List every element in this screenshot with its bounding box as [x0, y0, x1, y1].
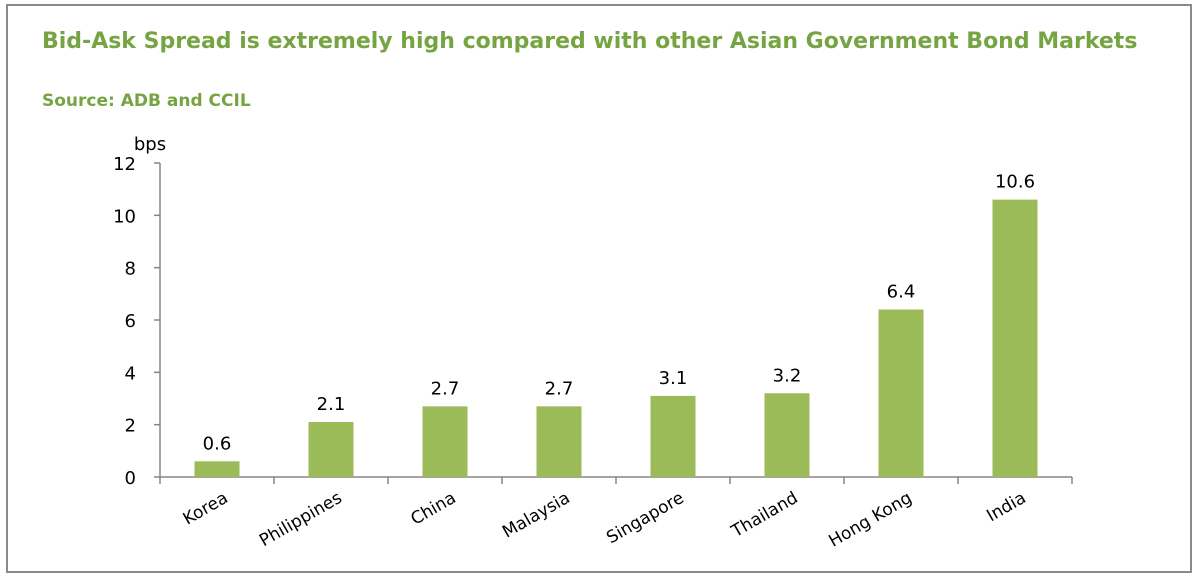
bar-philippines [308, 422, 354, 477]
data-label: 10.6 [995, 172, 1035, 193]
y-tick-label: 10 [113, 206, 136, 227]
y-tick-label: 8 [125, 259, 136, 280]
bar-singapore [650, 395, 696, 477]
y-axis-label: bps [134, 134, 166, 155]
x-tick-label: India [983, 488, 1029, 526]
data-label: 0.6 [203, 433, 232, 454]
x-tick-label: Hong Kong [825, 488, 915, 552]
y-tick-label: 2 [125, 416, 136, 437]
x-tick-label: China [407, 488, 459, 530]
bar-korea [194, 461, 240, 477]
chart-source: Source: ADB and CCIL [42, 91, 251, 111]
data-label: 2.7 [545, 378, 574, 399]
bar-hong-kong [878, 309, 924, 477]
axes: 0 2 4 6 8 10 12 [113, 154, 1073, 489]
bar-malaysia [536, 406, 582, 477]
y-tick-label: 6 [125, 311, 136, 332]
x-tick-label: Philippines [256, 488, 345, 551]
y-tick-label: 12 [113, 154, 136, 175]
x-tick-label: Thailand [727, 488, 801, 542]
y-tick-label: 0 [125, 468, 136, 489]
data-label: 2.7 [431, 378, 460, 399]
data-label: 6.4 [887, 282, 916, 303]
x-tick-label: Korea [180, 488, 232, 529]
chart-title: Bid-Ask Spread is extremely high compare… [42, 29, 1138, 54]
bar-india [992, 199, 1038, 477]
bar-china [422, 406, 468, 477]
bar-thailand [764, 393, 810, 477]
bars [194, 199, 1038, 477]
y-tick-label: 4 [125, 363, 136, 384]
data-label: 3.2 [773, 365, 802, 386]
x-tick-label: Malaysia [499, 488, 573, 542]
data-label: 3.1 [659, 368, 688, 389]
data-label: 2.1 [317, 394, 346, 415]
x-tick-label: Singapore [603, 488, 687, 548]
